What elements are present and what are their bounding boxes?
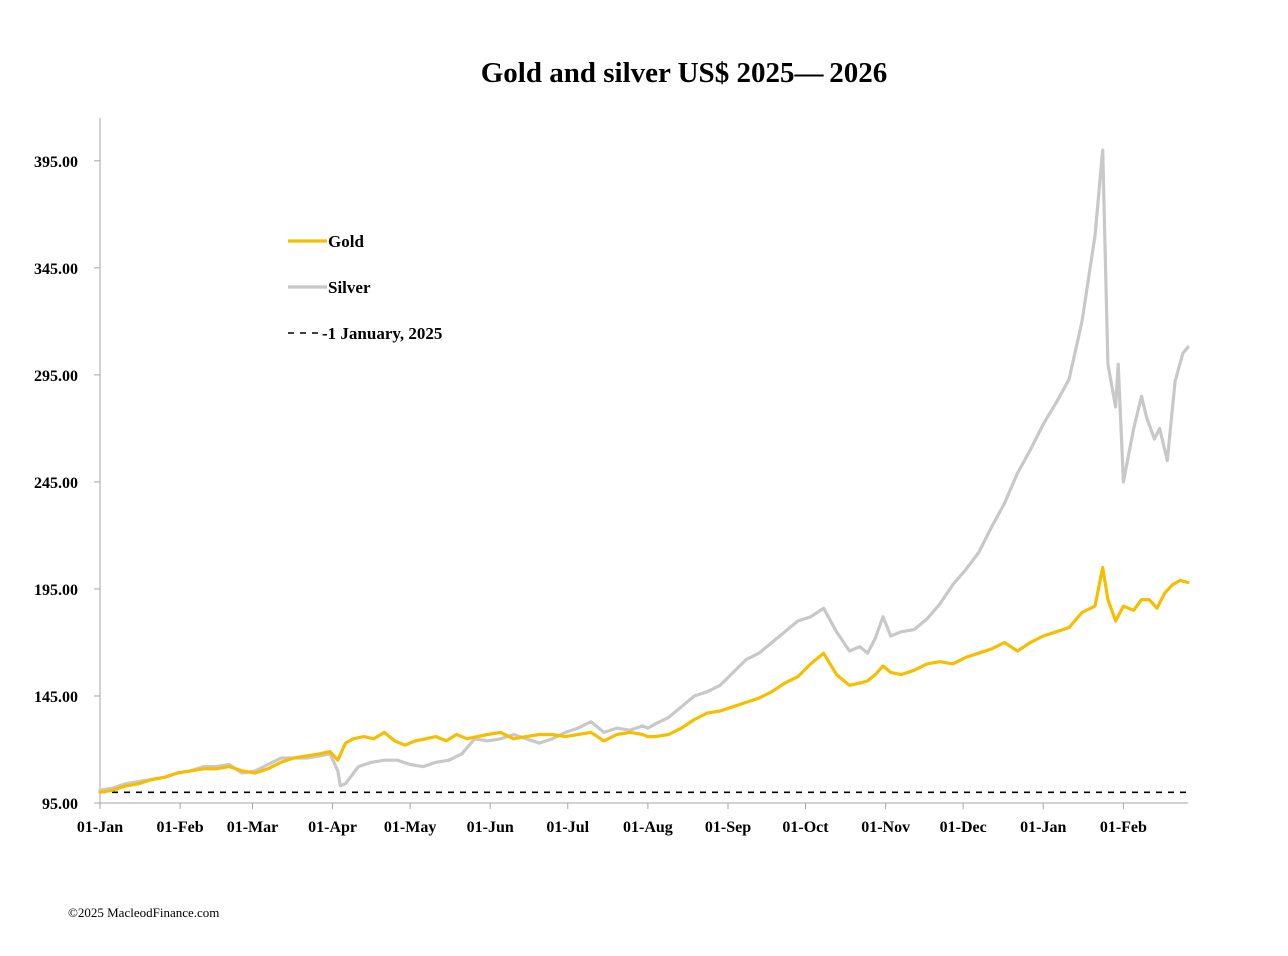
axes (99, 118, 1188, 804)
y-tick-label: 295.00 (34, 368, 78, 385)
x-tick-label: 01-Dec (940, 819, 987, 836)
x-tick-label: 01-Apr (308, 819, 357, 836)
legend-item-reference: -1 January, 2025 (288, 324, 442, 343)
legend-label-gold: Gold (328, 232, 364, 251)
y-tick-label: 245.00 (34, 475, 78, 492)
legend-label-reference: -1 January, 2025 (322, 324, 442, 343)
y-tick-label: 395.00 (34, 154, 78, 171)
x-tick-label: 01-Feb (157, 819, 204, 836)
x-tick-label: 01-Aug (623, 819, 673, 836)
y-tick-label: 95.00 (42, 796, 78, 813)
y-tick-label: 345.00 (34, 261, 78, 278)
x-tick-label: 01-Jan (1020, 819, 1066, 836)
legend-item-silver: Silver (288, 278, 371, 297)
series-line-gold (98, 565, 1190, 794)
y-tick-label: 195.00 (34, 582, 78, 599)
legend-label-silver: Silver (328, 278, 371, 297)
legend-item-gold: Gold (288, 232, 364, 251)
x-tick-label: 01-Feb (1100, 819, 1147, 836)
x-tick-label: 01-Jul (546, 819, 589, 836)
x-tick-label: 01-Oct (782, 819, 829, 836)
chart-title: Gold and silver US$ 2025— 2026 (481, 57, 888, 89)
legend: Gold Silver -1 January, 2025 (288, 232, 442, 343)
x-tick-label: 01-May (384, 819, 436, 836)
x-tick-label: 01-Mar (227, 819, 279, 836)
x-tick-label: 01-Jan (77, 819, 123, 836)
series-line-silver (98, 148, 1190, 792)
y-ticks: 95.00 145.00 195.00 245.00 295.00 345.00 395.0… (34, 154, 100, 813)
x-tick-label: 01-Sep (705, 819, 751, 836)
x-tick-label: 01-Jun (467, 819, 514, 836)
x-ticks: 01-Jan 01-Feb 01-Mar 01-Apr 01-May 01-Jun 01-J… (77, 803, 1147, 836)
copyright-credit: ©2025 MacleodFinance.com (68, 905, 220, 920)
y-tick-label: 145.00 (34, 689, 78, 706)
x-tick-label: 01-Nov (861, 819, 910, 836)
